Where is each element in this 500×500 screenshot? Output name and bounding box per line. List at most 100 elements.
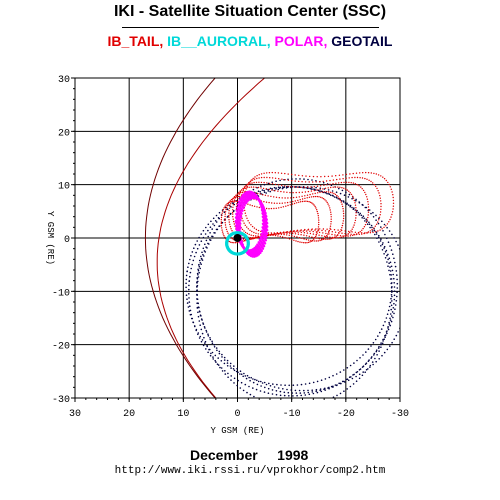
ib-tail-orbit-point xyxy=(237,195,240,198)
geotail-orbit-point xyxy=(230,367,232,369)
ib-tail-orbit-point xyxy=(304,197,306,200)
ib-tail-orbit-point xyxy=(284,197,286,199)
geotail-orbit-point xyxy=(267,188,269,191)
ib-tail-orbit-point xyxy=(249,181,251,183)
ib-tail-orbit-point xyxy=(273,232,275,234)
ib-tail-orbit-point xyxy=(246,232,248,235)
polar-orbit-point xyxy=(260,205,263,208)
geotail-orbit-point xyxy=(295,406,297,408)
geotail-orbit-point xyxy=(199,262,202,264)
ib-tail-orbit-point xyxy=(321,197,323,199)
geotail-orbit-point xyxy=(204,327,206,329)
ib-tail-orbit-point xyxy=(307,241,310,244)
geotail-orbit-point xyxy=(336,384,338,386)
ib-tail-orbit-point xyxy=(364,224,367,226)
ib-tail-orbit-point xyxy=(380,203,382,205)
geotail-orbit-point xyxy=(365,206,368,209)
geotail-orbit-point xyxy=(224,370,226,372)
polar-orbit-point xyxy=(234,221,238,224)
geotail-orbit-point xyxy=(226,359,229,362)
geotail-orbit-point xyxy=(369,226,371,229)
geotail-orbit-point xyxy=(217,357,219,359)
geotail-orbit-point xyxy=(227,376,229,379)
ib-tail-orbit-point xyxy=(297,186,299,188)
geotail-orbit-point xyxy=(277,186,280,188)
geotail-orbit-point xyxy=(359,212,362,215)
polar-orbit-point xyxy=(252,192,256,195)
polar-orbit-point xyxy=(258,238,261,241)
ib-tail-orbit-point xyxy=(388,221,390,223)
ib-tail-orbit-point xyxy=(342,174,344,176)
ib-tail-orbit-point xyxy=(265,201,268,203)
legend-item-ib-tail: IB_TAIL xyxy=(107,33,160,49)
ib-tail-orbit-point xyxy=(229,203,232,205)
ib-tail-orbit-point xyxy=(252,177,254,180)
ib-tail-orbit-point xyxy=(258,181,260,183)
geotail-orbit-point xyxy=(202,253,204,256)
ib-tail-orbit-point xyxy=(326,201,328,204)
geotail-orbit-point xyxy=(351,206,353,209)
geotail-orbit-point xyxy=(189,309,192,312)
ib-tail-orbit-point xyxy=(303,186,306,188)
ib-tail-orbit-point xyxy=(314,240,316,242)
ib-tail-orbit-point xyxy=(389,218,391,221)
legend-sep: , xyxy=(159,33,168,49)
geotail-orbit-point xyxy=(209,338,212,341)
ib-tail-orbit-point xyxy=(339,186,341,188)
ib-tail-orbit-point xyxy=(344,230,346,232)
polar-orbit-point xyxy=(258,199,261,203)
ib-tail-orbit-point xyxy=(247,228,249,230)
geotail-orbit-point xyxy=(304,394,307,396)
geotail-orbit-point xyxy=(312,392,315,395)
geotail-orbit-point xyxy=(324,387,326,390)
ib-tail-orbit-point xyxy=(281,202,283,204)
geotail-orbit-point xyxy=(390,308,393,311)
ib-tail-orbit-point xyxy=(246,226,248,228)
ib-tail-orbit-point xyxy=(363,226,366,228)
tick-label-x: 30 xyxy=(69,409,81,420)
ib-tail-orbit-point xyxy=(220,216,223,219)
geotail-orbit-point xyxy=(402,256,404,258)
ib-tail-orbit-point xyxy=(332,186,334,188)
ib-tail-orbit-point xyxy=(303,242,305,244)
geotail-orbit-point xyxy=(307,389,309,392)
geotail-orbit-point xyxy=(200,328,203,331)
ib-tail-orbit-point xyxy=(366,198,369,200)
geotail-orbit-point xyxy=(378,234,380,237)
ib-tail-orbit-point xyxy=(274,177,277,179)
ib-tail-orbit-point xyxy=(312,233,315,235)
ib-tail-orbit-point xyxy=(233,220,235,223)
polar-orbit-point xyxy=(239,242,242,245)
ib-tail-orbit-point xyxy=(356,184,359,186)
ib-tail-orbit-point xyxy=(245,185,247,187)
ib-tail-orbit-point xyxy=(226,204,229,207)
ib-tail-orbit-point xyxy=(322,198,325,200)
ib-tail-orbit-point xyxy=(238,191,240,194)
ib-tail-orbit-point xyxy=(367,203,369,205)
ib-tail-orbit-point xyxy=(298,196,300,198)
geotail-orbit-point xyxy=(347,196,350,198)
ib-tail-orbit-point xyxy=(249,229,251,231)
ib-tail-orbit-point xyxy=(325,200,327,202)
ib-tail-orbit-point xyxy=(253,227,256,229)
geotail-orbit-point xyxy=(391,269,394,272)
geotail-orbit-point xyxy=(389,324,392,327)
ib-tail-orbit-point xyxy=(345,173,348,176)
geotail-orbit-point xyxy=(215,214,218,217)
geotail-orbit-point xyxy=(368,209,371,211)
ib-tail-orbit-point xyxy=(231,199,233,201)
geotail-orbit-point xyxy=(393,286,396,288)
ib-tail-orbit-point xyxy=(297,233,300,235)
geotail-orbit-point xyxy=(211,342,214,345)
ib-tail-orbit-point xyxy=(225,226,227,228)
ib-tail-orbit-point xyxy=(257,192,259,195)
ib-tail-orbit-point xyxy=(345,235,347,237)
ib-auroral-orbit xyxy=(225,231,250,256)
geotail-orbit-point xyxy=(365,218,368,220)
geotail-orbit-point xyxy=(371,230,374,232)
geotail-orbit-point xyxy=(200,258,203,260)
ib-tail-orbit-point xyxy=(305,200,307,202)
geotail-orbit-point xyxy=(207,223,210,226)
geotail-orbit-point xyxy=(244,375,247,377)
ib-tail-orbit-point xyxy=(342,210,345,212)
